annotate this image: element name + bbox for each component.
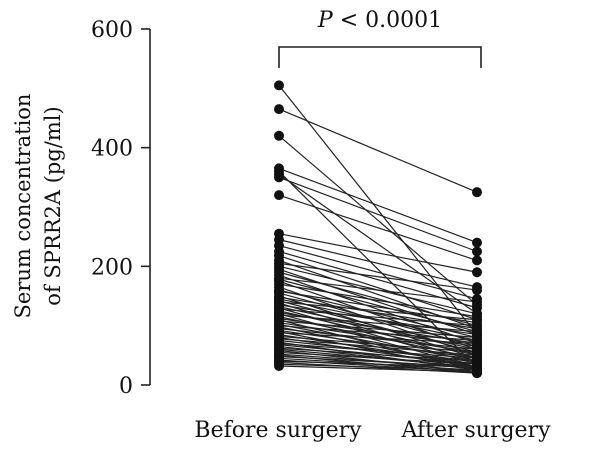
y-tick-label: 400	[91, 137, 133, 162]
pair-connector-line	[278, 176, 478, 253]
pair-connector-line	[278, 314, 478, 333]
category-label-after: After surgery	[400, 418, 551, 443]
after-surgery-point	[472, 267, 482, 278]
pair-connector-line	[278, 328, 478, 350]
significance-annotation: P < 0.0001	[278, 8, 482, 68]
pair-connector-line	[278, 277, 478, 303]
pair-connector-line	[278, 194, 478, 261]
y-tick-label: 200	[91, 255, 133, 280]
after-surgery-point	[472, 237, 482, 248]
before-surgery-point	[274, 172, 284, 183]
subject-pair	[274, 234, 482, 293]
pair-connector-line	[278, 308, 478, 327]
y-tick-label: 600	[91, 18, 133, 43]
y-axis-title-line-1: Serum concentration	[11, 94, 35, 319]
pair-connector-line	[278, 239, 478, 288]
x-category-labels: Before surgery After surgery	[194, 418, 551, 443]
before-surgery-point	[274, 130, 284, 141]
paired-series	[274, 80, 482, 379]
significance-label: P < 0.0001	[317, 8, 442, 33]
subject-pair	[274, 163, 482, 248]
pair-connector-line	[278, 323, 478, 362]
pair-connector-line	[278, 84, 478, 335]
pair-connector-line	[278, 135, 478, 306]
after-surgery-point	[472, 338, 482, 349]
after-surgery-point	[472, 366, 482, 377]
pair-connector-line	[278, 167, 478, 244]
subject-pair	[274, 104, 482, 198]
subject-pair	[274, 172, 482, 257]
pair-connector-line	[278, 233, 478, 273]
before-surgery-point	[274, 80, 284, 91]
pair-connector-line	[278, 290, 478, 324]
pair-connector-line	[278, 244, 478, 300]
subject-pair	[274, 190, 482, 266]
pair-connector-line	[278, 347, 478, 362]
pair-connector-line	[278, 108, 478, 193]
y-tick-label: 0	[119, 374, 133, 399]
pair-connector-line	[278, 255, 478, 321]
category-label-before: Before surgery	[194, 418, 362, 443]
pair-connector-line	[278, 283, 478, 318]
after-surgery-point	[472, 246, 482, 257]
pair-connector-line	[278, 335, 478, 353]
pair-connector-line	[278, 173, 478, 315]
pair-connector-line	[278, 355, 478, 368]
y-axis-title: Serum concentration of SPRR2A (pg/ml)	[11, 94, 65, 319]
pair-connector-line	[278, 274, 478, 345]
before-surgery-point	[274, 361, 284, 372]
significance-bracket	[278, 46, 482, 68]
before-surgery-point	[274, 190, 284, 201]
y-ticks: 0 200 400 600	[91, 18, 150, 399]
pair-connector-line	[278, 301, 478, 321]
after-surgery-point	[472, 255, 482, 266]
pair-connector-line	[278, 262, 478, 291]
pair-connector-line	[278, 342, 478, 359]
after-surgery-point	[472, 296, 482, 307]
p-symbol: P	[317, 8, 334, 33]
pair-connector-line	[278, 365, 478, 373]
subject-pair	[274, 130, 482, 310]
pair-connector-line	[278, 304, 478, 336]
after-surgery-point	[472, 285, 482, 296]
pair-connector-line	[278, 351, 478, 365]
pair-connector-line	[278, 363, 478, 371]
after-surgery-point	[472, 187, 482, 198]
pair-connector-line	[278, 320, 478, 339]
pair-connector-line	[278, 332, 478, 345]
y-axis-title-line-2: of SPRR2A (pg/ml)	[41, 106, 65, 305]
subject-pair	[274, 361, 482, 377]
pair-connector-line	[278, 360, 478, 368]
p-value: < 0.0001	[333, 8, 442, 33]
pair-connector-line	[278, 338, 478, 356]
pair-connector-line	[278, 325, 478, 342]
before-surgery-point	[274, 104, 284, 115]
